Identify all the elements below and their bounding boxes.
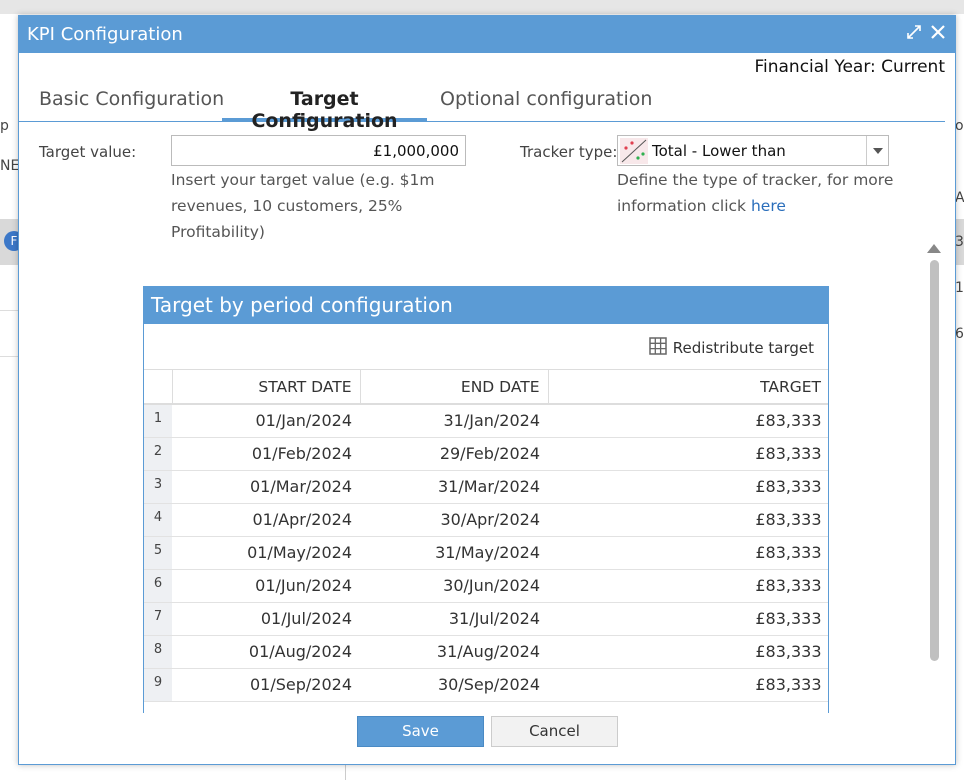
panel-title: Target by period configuration	[144, 287, 828, 324]
start-date-cell[interactable]: 01/May/2024	[172, 536, 360, 570]
tracker-hint-text: Define the type of tracker, for more inf…	[617, 171, 894, 215]
table-row[interactable]: 6 01/Jun/2024 30/Jun/2024 £83,333	[144, 569, 828, 603]
panel-toolbar: Redistribute target	[144, 324, 828, 370]
row-number: 4	[144, 503, 172, 537]
tracker-type-hint: Define the type of tracker, for more inf…	[617, 167, 917, 219]
table-row[interactable]: 4 01/Apr/2024 30/Apr/2024 £83,333	[144, 503, 828, 537]
cancel-button[interactable]: Cancel	[491, 716, 618, 747]
target-cell[interactable]: £83,333	[548, 437, 828, 471]
start-date-cell[interactable]: 01/Jun/2024	[172, 569, 360, 603]
tracker-type-label: Tracker type:	[520, 143, 618, 161]
tracker-type-select[interactable]: Total - Lower than	[617, 135, 889, 166]
background-left-strip	[0, 14, 20, 780]
tracker-chart-icon	[618, 136, 650, 165]
redistribute-target-label: Redistribute target	[672, 339, 814, 357]
target-cell[interactable]: £83,333	[548, 635, 828, 669]
scroll-up-arrow-icon[interactable]	[927, 238, 941, 257]
start-date-cell[interactable]: 01/Jul/2024	[172, 602, 360, 636]
end-date-cell[interactable]: 31/Jan/2024	[360, 404, 548, 438]
financial-year-label: Financial Year: Current	[754, 57, 945, 77]
maximize-icon[interactable]	[905, 22, 923, 42]
column-header-target[interactable]: TARGET	[548, 370, 828, 405]
background-divider	[0, 310, 20, 311]
end-date-cell[interactable]: 30/Sep/2024	[360, 668, 548, 702]
background-right-text: 3	[955, 234, 964, 250]
start-date-cell[interactable]: 01/Feb/2024	[172, 437, 360, 471]
chevron-down-icon[interactable]	[866, 136, 888, 165]
target-value-input[interactable]	[171, 135, 466, 166]
close-icon[interactable]	[929, 22, 947, 42]
background-right-row	[955, 219, 964, 265]
period-table: START DATE END DATE TARGET 1 01/Jan/2024 3…	[144, 370, 828, 702]
tab-content: Target value: Insert your target value (…	[19, 123, 957, 713]
tab-optional-configuration[interactable]: Optional configuration	[440, 88, 653, 110]
background-right-text: o	[955, 118, 964, 134]
end-date-cell[interactable]: 31/May/2024	[360, 536, 548, 570]
background-divider	[345, 764, 346, 780]
start-date-cell[interactable]: 01/Sep/2024	[172, 668, 360, 702]
row-number: 3	[144, 470, 172, 504]
table-row[interactable]: 9 01/Sep/2024 30/Sep/2024 £83,333	[144, 668, 828, 702]
tab-bar: Basic Configuration Target Configuration…	[19, 82, 945, 132]
end-date-cell[interactable]: 31/Mar/2024	[360, 470, 548, 504]
tracker-type-value: Total - Lower than	[652, 141, 786, 160]
end-date-cell[interactable]: 31/Jul/2024	[360, 602, 548, 636]
redistribute-target-button[interactable]: Redistribute target	[649, 337, 814, 359]
target-value-hint: Insert your target value (e.g. $1m reven…	[171, 171, 435, 241]
column-header-start-date[interactable]: START DATE	[172, 370, 361, 405]
row-number: 2	[144, 437, 172, 471]
row-number: 8	[144, 635, 172, 669]
background-right-text: 1	[955, 280, 964, 296]
tab-basic-configuration[interactable]: Basic Configuration	[39, 88, 225, 110]
row-number: 1	[144, 404, 172, 438]
background-left-text: p	[0, 118, 9, 134]
target-cell[interactable]: £83,333	[548, 503, 828, 537]
row-number: 6	[144, 569, 172, 603]
start-date-cell[interactable]: 01/Mar/2024	[172, 470, 360, 504]
background-right-strip	[955, 14, 964, 780]
background-divider	[0, 356, 20, 357]
background-left-text: NE	[0, 158, 20, 174]
end-date-cell[interactable]: 29/Feb/2024	[360, 437, 548, 471]
target-cell[interactable]: £83,333	[548, 668, 828, 702]
table-row[interactable]: 3 01/Mar/2024 31/Mar/2024 £83,333	[144, 470, 828, 504]
column-header-end-date[interactable]: END DATE	[360, 370, 549, 405]
background-right-text: A	[955, 190, 964, 206]
dialog-titlebar: KPI Configuration	[19, 16, 955, 53]
table-row[interactable]: 1 01/Jan/2024 31/Jan/2024 £83,333	[144, 404, 828, 438]
target-cell[interactable]: £83,333	[548, 569, 828, 603]
start-date-cell[interactable]: 01/Jan/2024	[172, 404, 360, 438]
grid-icon	[649, 337, 667, 359]
kpi-configuration-dialog: KPI Configuration Financial Year: Curren…	[18, 15, 956, 765]
end-date-cell[interactable]: 31/Aug/2024	[360, 635, 548, 669]
background-topbar	[0, 0, 964, 14]
end-date-cell[interactable]: 30/Apr/2024	[360, 503, 548, 537]
column-header-index	[144, 370, 173, 405]
tracker-help-link[interactable]: here	[750, 197, 786, 215]
row-number: 7	[144, 602, 172, 636]
table-row[interactable]: 2 01/Feb/2024 29/Feb/2024 £83,333	[144, 437, 828, 471]
target-cell[interactable]: £83,333	[548, 404, 828, 438]
table-row[interactable]: 8 01/Aug/2024 31/Aug/2024 £83,333	[144, 635, 828, 669]
start-date-cell[interactable]: 01/Aug/2024	[172, 635, 360, 669]
table-row[interactable]: 7 01/Jul/2024 31/Jul/2024 £83,333	[144, 602, 828, 636]
dialog-title: KPI Configuration	[27, 24, 183, 45]
row-number: 5	[144, 536, 172, 570]
target-cell[interactable]: £83,333	[548, 602, 828, 636]
target-by-period-panel: Target by period configuration Redistrib…	[143, 286, 829, 713]
tab-target-configuration[interactable]: Target Configuration	[222, 88, 427, 132]
target-value-label: Target value:	[39, 143, 137, 161]
start-date-cell[interactable]: 01/Apr/2024	[172, 503, 360, 537]
target-cell[interactable]: £83,333	[548, 470, 828, 504]
scrollbar-thumb[interactable]	[930, 260, 939, 661]
target-cell[interactable]: £83,333	[548, 536, 828, 570]
row-number: 9	[144, 668, 172, 702]
background-right-text: 6	[955, 326, 964, 342]
period-table-body: 1 01/Jan/2024 31/Jan/2024 £83,333 2 01/Feb/20…	[144, 404, 828, 702]
end-date-cell[interactable]: 30/Jun/2024	[360, 569, 548, 603]
titlebar-controls	[905, 22, 947, 42]
save-button[interactable]: Save	[357, 716, 484, 747]
table-header-row: START DATE END DATE TARGET	[144, 370, 828, 405]
table-row[interactable]: 5 01/May/2024 31/May/2024 £83,333	[144, 536, 828, 570]
